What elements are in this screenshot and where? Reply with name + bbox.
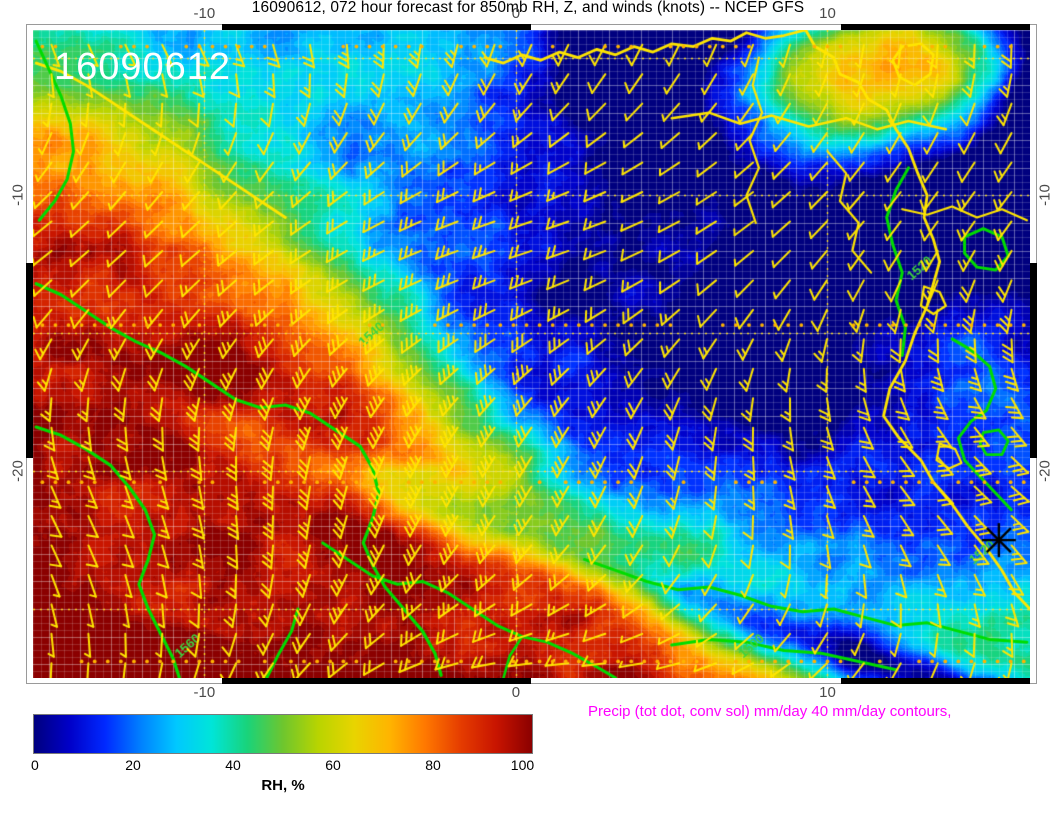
colorbar-tick: 0 <box>31 757 39 773</box>
precip-legend-note: Precip (tot dot, conv sol) mm/day 40 mm/… <box>588 703 952 720</box>
map-frame-bar <box>222 24 532 30</box>
map-frame-bar <box>26 263 33 458</box>
map-frame-bar <box>1030 263 1037 458</box>
map-frame-bar <box>840 678 1030 684</box>
page-title: 16090612, 072 hour forecast for 850mb RH… <box>251 0 805 16</box>
rh-heatmap-canvas <box>33 30 1030 678</box>
colorbar-container: 0 20 40 60 80 100 RH, % <box>31 714 534 794</box>
colorbar-tick: 80 <box>425 757 441 773</box>
axis-tick-label: 10 <box>819 684 836 701</box>
axis-tick-label: 10 <box>819 5 836 22</box>
date-stamp-overlay: 16090612 <box>54 46 232 88</box>
colorbar-tick: 100 <box>510 757 535 773</box>
colorbar-tick: 20 <box>125 757 141 773</box>
axis-tick-label: 0 <box>511 684 521 701</box>
axis-tick-label: -20 <box>1036 460 1054 483</box>
axis-tick-label: 0 <box>511 5 521 22</box>
colorbar-gradient <box>33 714 533 754</box>
axis-tick-label: -10 <box>193 684 216 701</box>
map-frame-bar <box>222 678 532 684</box>
axis-tick-label: -10 <box>9 184 27 207</box>
axis-tick-label: -10 <box>1036 184 1054 207</box>
colorbar-tick: 60 <box>325 757 341 773</box>
map-plot-area: 16090612 <box>33 30 1030 678</box>
map-container: 16090612 <box>26 24 1037 684</box>
axis-tick-label: -20 <box>9 460 27 483</box>
map-frame-bar <box>840 24 1030 30</box>
colorbar-label: RH, % <box>261 777 305 794</box>
axis-tick-label: -10 <box>193 5 216 22</box>
colorbar-tick: 40 <box>225 757 241 773</box>
